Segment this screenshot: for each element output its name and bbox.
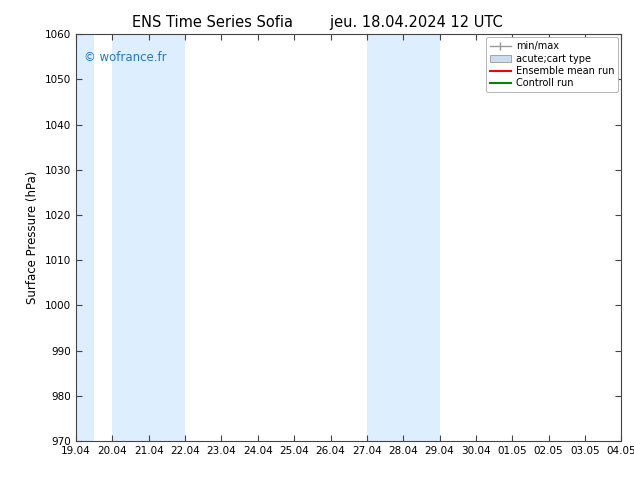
Text: ENS Time Series Sofia        jeu. 18.04.2024 12 UTC: ENS Time Series Sofia jeu. 18.04.2024 12… <box>132 15 502 30</box>
Legend: min/max, acute;cart type, Ensemble mean run, Controll run: min/max, acute;cart type, Ensemble mean … <box>486 37 618 92</box>
Y-axis label: Surface Pressure (hPa): Surface Pressure (hPa) <box>27 171 39 304</box>
Bar <box>367 34 439 441</box>
Bar <box>76 34 94 441</box>
Bar <box>112 34 185 441</box>
Text: © wofrance.fr: © wofrance.fr <box>84 50 167 64</box>
Bar <box>621 34 634 441</box>
